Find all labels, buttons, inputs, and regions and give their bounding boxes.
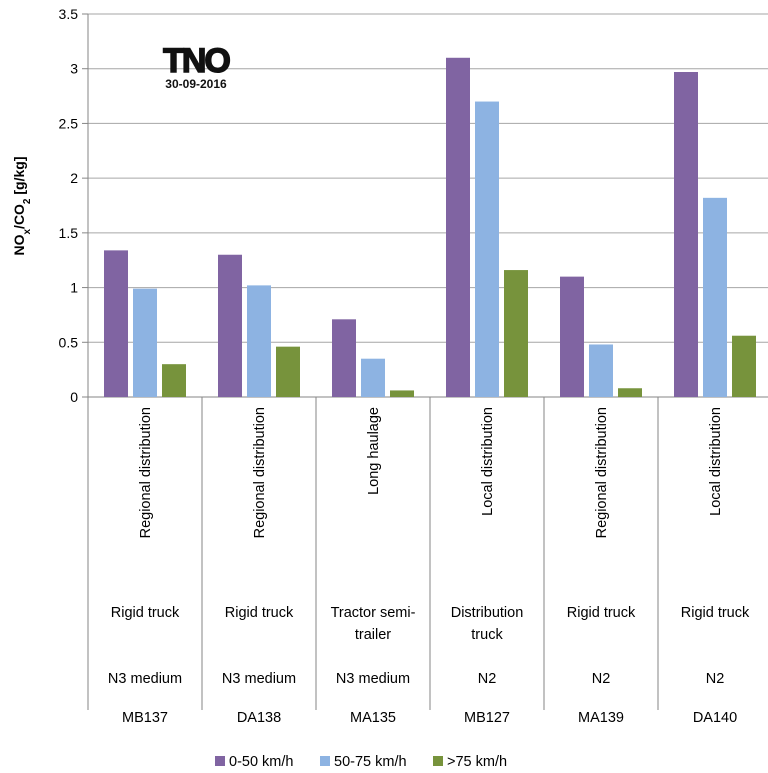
usage-label: Long haulage [366, 407, 382, 495]
bar-1-2 [361, 358, 385, 397]
class-label: N2 [592, 671, 611, 687]
legend-swatch [215, 756, 225, 766]
y-axis-label: NOx/CO2 [g/kg] [11, 156, 33, 255]
class-label: N3 medium [222, 671, 296, 687]
bar-1-3 [475, 101, 499, 398]
legend-label: 0-50 km/h [229, 754, 293, 770]
usage-label: Regional distribution [252, 407, 268, 538]
bar-1-1 [247, 285, 271, 397]
bar-2-0 [162, 364, 186, 397]
y-tick-label: 2 [70, 170, 78, 186]
code-label: MA139 [578, 710, 624, 726]
bar-2-2 [390, 390, 414, 397]
vehicle-label: Rigid truck [111, 605, 180, 621]
gridlines [82, 13, 768, 398]
usage-label: Regional distribution [138, 407, 154, 538]
vehicle-label: Rigid truck [225, 605, 294, 621]
code-label: MA135 [350, 710, 396, 726]
usage-label: Local distribution [480, 407, 496, 516]
bars [104, 57, 756, 398]
vehicle-label: Distribution [451, 605, 524, 621]
legend-swatch [433, 756, 443, 766]
code-label: MB127 [464, 710, 510, 726]
logo-date: 30-09-2016 [165, 77, 227, 91]
class-label: N2 [478, 671, 497, 687]
usage-label: Regional distribution [594, 407, 610, 538]
y-tick-label: 3.5 [59, 6, 79, 22]
code-label: DA138 [237, 710, 281, 726]
bar-2-4 [618, 388, 642, 397]
bar-0-3 [446, 57, 470, 398]
y-tick-label: 0 [70, 389, 78, 405]
legend-swatch [320, 756, 330, 766]
y-tick-label: 1.5 [59, 225, 79, 241]
bar-1-4 [589, 344, 613, 397]
y-axis-ticks: 0 0.5 1 1.5 2 2.5 3 3.5 [59, 6, 79, 405]
y-axis-title: NOx/CO2 [g/kg] [11, 156, 33, 255]
y-tick-label: 3 [70, 61, 78, 77]
logo-text: TNO [163, 42, 230, 80]
y-tick-label: 1 [70, 280, 78, 296]
legend-label: >75 km/h [447, 754, 507, 770]
legend: 0-50 km/h 50-75 km/h >75 km/h [215, 754, 507, 770]
vehicle-label: Tractor semi- [331, 605, 416, 621]
code-label: DA140 [693, 710, 737, 726]
bar-0-1 [218, 254, 242, 397]
y-tick-label: 0.5 [59, 334, 79, 350]
bar-0-2 [332, 319, 356, 397]
vehicle-label: Rigid truck [681, 605, 750, 621]
class-label: N3 medium [108, 671, 182, 687]
category-table: Regional distribution Rigid truck N3 mediu… [87, 397, 750, 726]
code-label: MB137 [122, 710, 168, 726]
vehicle-label: Rigid truck [567, 605, 636, 621]
bar-0-4 [560, 276, 584, 397]
bar-2-5 [732, 335, 756, 397]
vehicle-label: truck [471, 627, 503, 643]
bar-0-5 [674, 71, 698, 398]
usage-label: Local distribution [708, 407, 724, 516]
bar-0-0 [104, 250, 128, 397]
vehicle-label: trailer [355, 627, 391, 643]
class-label: N2 [706, 671, 725, 687]
bar-1-0 [133, 288, 157, 397]
bar-2-1 [276, 346, 300, 397]
legend-label: 50-75 km/h [334, 754, 407, 770]
class-label: N3 medium [336, 671, 410, 687]
bar-2-3 [504, 270, 528, 397]
y-tick-label: 2.5 [59, 115, 79, 131]
bar-1-5 [703, 197, 727, 397]
